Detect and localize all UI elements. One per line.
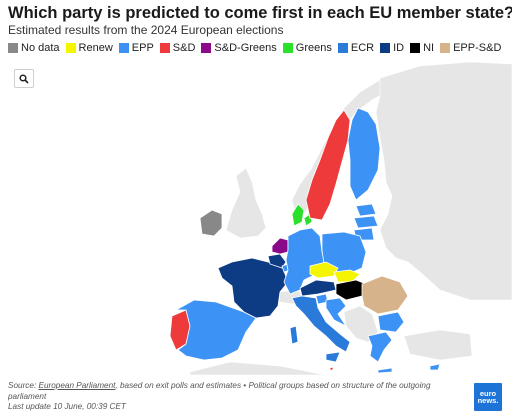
legend-label: S&D-Greens: [214, 42, 277, 54]
country-malta[interactable]: [329, 366, 334, 371]
legend-swatch: [380, 43, 391, 53]
country-romania[interactable]: [361, 275, 409, 315]
russia-belarus-ukraine-land: [375, 61, 512, 301]
legend-item-sd-greens[interactable]: S&D-Greens: [201, 42, 277, 54]
legend-item-renew[interactable]: Renew: [65, 42, 113, 54]
logo-line2: news.: [477, 396, 499, 405]
chart-subtitle: Estimated results from the 2024 European…: [8, 23, 284, 37]
country-greece-crete[interactable]: [377, 367, 393, 374]
legend-label: ECR: [350, 42, 375, 54]
country-estonia[interactable]: [355, 203, 377, 217]
country-netherlands[interactable]: [271, 237, 289, 255]
legend-swatch: [410, 43, 421, 53]
footer: Source: European Parliament, based on ex…: [8, 381, 463, 413]
country-sweden[interactable]: [305, 109, 351, 221]
country-croatia[interactable]: [325, 297, 348, 328]
eu-countries: [169, 107, 441, 374]
search-icon: [19, 73, 29, 84]
country-denmark[interactable]: [291, 203, 305, 227]
country-bulgaria[interactable]: [377, 311, 405, 333]
source-link[interactable]: European Parliament: [38, 381, 116, 390]
legend-item-epp[interactable]: EPP: [118, 42, 154, 54]
legend-item-epp-sd[interactable]: EPP-S&D: [440, 42, 501, 54]
legend-item-ni[interactable]: NI: [410, 42, 434, 54]
country-italy[interactable]: [291, 295, 351, 353]
legend-swatch: [282, 43, 293, 53]
legend-swatch: [65, 43, 76, 53]
legend-label: ID: [393, 42, 405, 54]
country-slovakia[interactable]: [333, 269, 361, 283]
country-greece[interactable]: [367, 331, 393, 363]
country-czechia[interactable]: [309, 261, 339, 279]
legend-item-sd[interactable]: S&D: [159, 42, 196, 54]
euronews-logo[interactable]: euro news.: [474, 383, 502, 411]
logo-line1: euro: [479, 388, 497, 398]
legend-swatch: [8, 43, 18, 53]
country-hungary[interactable]: [335, 279, 367, 301]
country-cyprus[interactable]: [429, 363, 441, 371]
country-austria[interactable]: [299, 279, 337, 297]
source-note: Source: European Parliament, based on ex…: [8, 381, 463, 402]
legend-label: No data: [21, 42, 60, 54]
uk-land: [225, 167, 267, 239]
legend-item-no-data[interactable]: No data: [8, 42, 60, 54]
non-eu-land: [189, 61, 512, 375]
country-finland[interactable]: [347, 107, 381, 201]
legend-label: EPP: [131, 42, 154, 54]
country-spain[interactable]: [174, 299, 257, 361]
chart-title: Which party is predicted to come first i…: [8, 4, 512, 22]
source-rest: , based on exit polls and estimates • Po…: [8, 381, 431, 401]
country-ireland[interactable]: [199, 209, 223, 237]
legend-item-greens[interactable]: Greens: [282, 42, 332, 54]
legend-item-ecr[interactable]: ECR: [337, 42, 375, 54]
country-poland[interactable]: [321, 231, 367, 275]
zoom-button[interactable]: [14, 69, 34, 88]
country-latvia[interactable]: [353, 215, 379, 229]
europe-map: [169, 61, 512, 375]
legend-label: Greens: [295, 42, 332, 54]
legend-swatch: [440, 43, 451, 53]
legend-swatch: [201, 43, 212, 53]
legend-label: EPP-S&D: [453, 42, 502, 54]
turkey-land: [403, 329, 473, 361]
legend: No data Renew EPP S&D S&D-Greens Greens …: [8, 42, 508, 54]
last-update: Last update 10 June, 00:39 CET: [8, 402, 126, 411]
country-italy-sicily[interactable]: [325, 351, 341, 363]
legend-label: NI: [423, 42, 435, 54]
legend-swatch: [118, 43, 129, 53]
legend-label: S&D: [172, 42, 196, 54]
legend-swatch: [337, 43, 348, 53]
country-italy-sardinia[interactable]: [289, 325, 299, 345]
country-france[interactable]: [217, 257, 289, 319]
source-prefix: Source:: [8, 381, 39, 390]
country-germany[interactable]: [283, 227, 327, 295]
legend-swatch: [159, 43, 170, 53]
legend-label: Renew: [78, 42, 113, 54]
legend-item-id[interactable]: ID: [380, 42, 404, 54]
north-africa-land: [189, 361, 331, 375]
